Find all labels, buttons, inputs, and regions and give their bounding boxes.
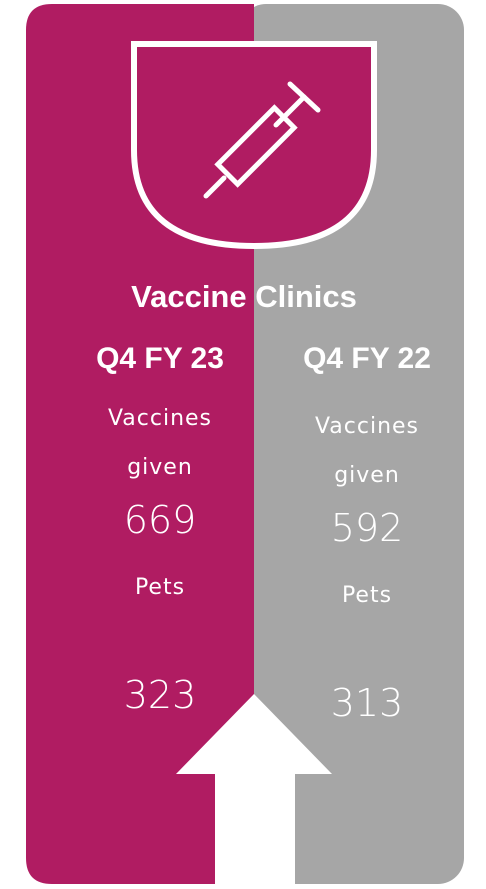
up-arrow xyxy=(176,694,332,889)
title: Vaccine Clinics xyxy=(131,279,357,314)
vaccines-value: 669 xyxy=(124,498,197,542)
period: Q4 FY 22 xyxy=(303,342,431,375)
vaccines-label: given xyxy=(334,463,400,488)
pets-value: 313 xyxy=(331,681,404,725)
pets-value: 323 xyxy=(124,673,197,717)
pets-label: Pets xyxy=(135,575,185,600)
syringe-icon xyxy=(203,81,321,199)
pets-label: Pets xyxy=(342,583,392,608)
vaccines-value: 592 xyxy=(331,506,404,550)
shield xyxy=(131,41,377,250)
vaccines-label: Vaccines xyxy=(315,414,419,439)
period: Q4 FY 23 xyxy=(96,342,224,375)
vaccines-label: given xyxy=(127,455,193,480)
vaccines-label: Vaccines xyxy=(108,406,212,431)
